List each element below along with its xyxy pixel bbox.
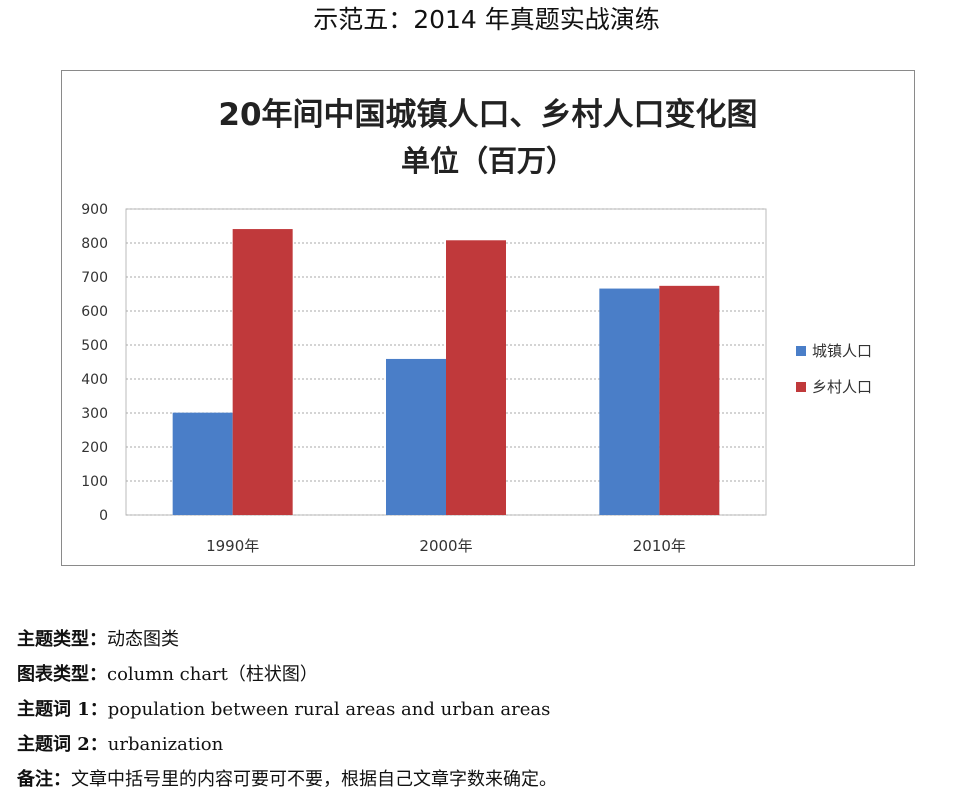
x-tick-label: 2000年: [419, 537, 472, 555]
y-tick-label: 800: [81, 236, 108, 252]
note-chart-type: 图表类型：column chart（柱状图）: [17, 657, 957, 692]
y-tick-label: 100: [81, 474, 108, 490]
y-tick-label: 600: [81, 304, 108, 320]
legend-label: 乡村人口: [812, 378, 872, 396]
note-remark: 备注：文章中括号里的内容可要可不要，根据自己文章字数来确定。: [17, 762, 957, 797]
note-value: column chart（柱状图）: [107, 664, 318, 685]
note-key: 图表类型：: [17, 664, 107, 685]
y-tick-label: 200: [81, 440, 108, 456]
note-keyword-1: 主题词 1：population between rural areas and…: [17, 692, 957, 727]
chart-frame: 20年间中国城镇人口、乡村人口变化图 单位（百万） 0 100 200 300 400 5…: [61, 70, 915, 566]
x-tick-label: 1990年: [206, 537, 259, 555]
note-key: 备注：: [17, 769, 71, 790]
bar-城镇人口-1990年: [172, 412, 233, 515]
note-value: 动态图类: [107, 629, 179, 650]
note-key: 主题词 1：: [17, 699, 108, 720]
y-tick-label: 700: [81, 270, 108, 286]
bar-乡村人口-1990年: [232, 229, 293, 515]
x-tick-label: 2010年: [633, 537, 686, 555]
notes-section: 主题类型：动态图类 图表类型：column chart（柱状图） 主题词 1：p…: [17, 622, 957, 797]
note-key: 主题词 2：: [17, 734, 108, 755]
note-key: 主题类型：: [17, 629, 107, 650]
bar-城镇人口-2010年: [599, 288, 660, 515]
y-tick-label: 500: [81, 338, 108, 354]
note-value: population between rural areas and urban…: [107, 699, 551, 720]
population-bar-chart: 20年间中国城镇人口、乡村人口变化图 单位（百万） 0 100 200 300 400 5…: [81, 97, 872, 555]
note-keyword-2: 主题词 2：urbanization: [17, 727, 957, 762]
legend-swatch: [796, 382, 806, 392]
bar-乡村人口-2000年: [446, 240, 506, 515]
page-heading: 示范五：2014 年真题实战演练: [313, 5, 660, 34]
y-tick-label: 400: [81, 372, 108, 388]
bar-乡村人口-2010年: [659, 285, 720, 515]
bar-城镇人口-2000年: [386, 358, 446, 515]
legend-swatch: [796, 346, 806, 356]
y-tick-label: 0: [99, 508, 108, 524]
chart-title: 20年间中国城镇人口、乡村人口变化图: [218, 97, 757, 133]
note-value: urbanization: [107, 734, 224, 755]
y-tick-label: 300: [81, 406, 108, 422]
legend-label: 城镇人口: [812, 342, 872, 360]
note-topic-type: 主题类型：动态图类: [17, 622, 957, 657]
chart-subtitle: 单位（百万）: [401, 144, 575, 178]
y-tick-label: 900: [81, 202, 108, 218]
note-value: 文章中括号里的内容可要可不要，根据自己文章字数来确定。: [71, 769, 557, 790]
